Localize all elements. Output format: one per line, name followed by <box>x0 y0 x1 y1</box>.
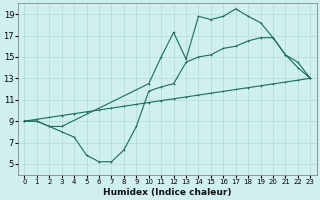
X-axis label: Humidex (Indice chaleur): Humidex (Indice chaleur) <box>103 188 232 197</box>
